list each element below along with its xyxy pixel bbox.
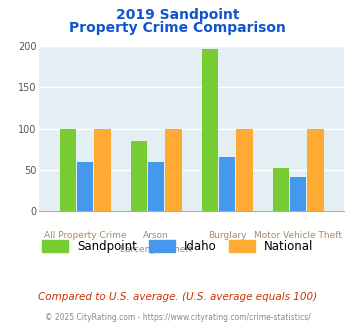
- Text: All Property Crime: All Property Crime: [44, 231, 126, 240]
- Bar: [236, 129, 253, 211]
- Text: Larceny & Theft: Larceny & Theft: [120, 245, 192, 253]
- Text: © 2025 CityRating.com - https://www.cityrating.com/crime-statistics/: © 2025 CityRating.com - https://www.city…: [45, 313, 310, 322]
- Text: Property Crime Comparison: Property Crime Comparison: [69, 21, 286, 35]
- Bar: [131, 141, 147, 211]
- Bar: [77, 162, 93, 211]
- Text: Motor Vehicle Theft: Motor Vehicle Theft: [254, 231, 342, 240]
- Bar: [60, 129, 76, 211]
- Bar: [202, 50, 218, 211]
- Bar: [273, 168, 289, 211]
- Text: Arson: Arson: [143, 231, 169, 240]
- Bar: [148, 162, 164, 211]
- Text: Burglary: Burglary: [208, 231, 246, 240]
- Bar: [94, 129, 111, 211]
- Bar: [290, 178, 306, 211]
- Text: 2019 Sandpoint: 2019 Sandpoint: [116, 8, 239, 22]
- Bar: [219, 157, 235, 211]
- Text: Compared to U.S. average. (U.S. average equals 100): Compared to U.S. average. (U.S. average …: [38, 292, 317, 302]
- Legend: Sandpoint, Idaho, National: Sandpoint, Idaho, National: [42, 240, 313, 253]
- Bar: [307, 129, 324, 211]
- Bar: [165, 129, 182, 211]
